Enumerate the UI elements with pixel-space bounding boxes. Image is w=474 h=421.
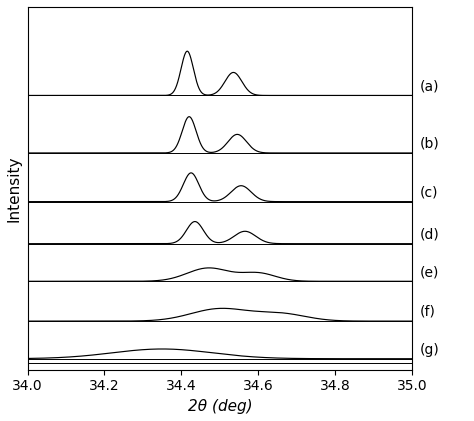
Text: (a): (a) [420, 79, 439, 93]
Text: (e): (e) [420, 265, 439, 279]
Text: (d): (d) [420, 227, 440, 242]
X-axis label: 2θ (deg): 2θ (deg) [188, 399, 252, 414]
Text: (b): (b) [420, 137, 440, 151]
Text: (f): (f) [420, 305, 436, 319]
Text: (g): (g) [420, 343, 440, 357]
Y-axis label: Intensity: Intensity [7, 155, 22, 221]
Text: (c): (c) [420, 185, 438, 200]
